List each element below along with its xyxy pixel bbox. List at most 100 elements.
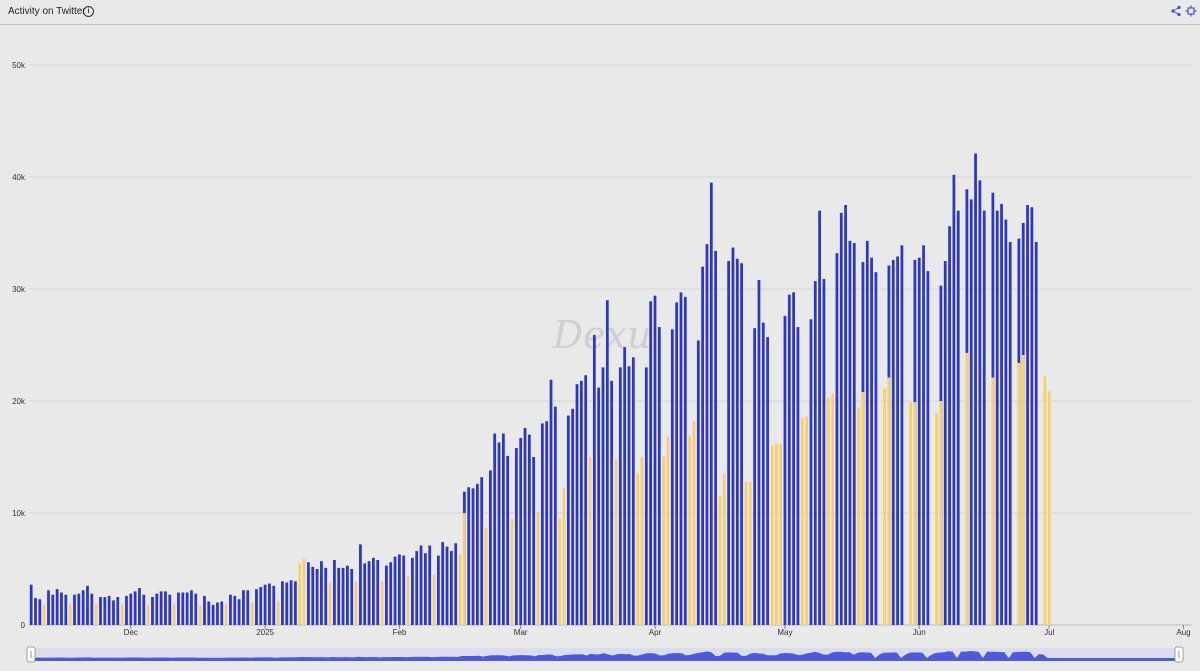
bar[interactable] [125,595,128,625]
bar[interactable] [501,433,505,625]
bar[interactable] [389,562,393,625]
bar[interactable] [536,511,540,625]
bar[interactable] [103,597,107,625]
bar[interactable] [800,417,804,625]
bar[interactable] [380,581,384,625]
bar[interactable] [562,488,566,625]
bar[interactable] [259,586,263,625]
bar[interactable] [220,601,224,625]
bar[interactable] [159,591,163,625]
bar[interactable] [462,513,466,625]
bar[interactable] [783,315,787,625]
bar[interactable] [255,589,258,625]
bar[interactable] [770,445,774,625]
bar[interactable] [42,604,46,625]
bar[interactable] [112,600,115,625]
bar[interactable] [333,560,336,625]
bar[interactable] [216,602,219,625]
bar[interactable] [181,592,185,625]
bar[interactable] [211,604,215,625]
bar[interactable] [406,575,410,625]
bar[interactable] [237,599,241,625]
bar[interactable] [133,591,137,625]
bar[interactable] [285,582,289,625]
bar[interactable] [731,247,735,625]
bar[interactable] [549,379,553,625]
bar[interactable] [155,593,159,625]
bar[interactable] [545,421,549,625]
bar[interactable] [320,561,323,625]
bar[interactable] [705,244,709,625]
bar[interactable] [922,245,925,625]
bar[interactable] [679,292,683,625]
bar[interactable] [870,257,873,625]
bar[interactable] [709,182,713,625]
bar[interactable] [861,392,865,625]
bar[interactable] [120,603,124,625]
bar[interactable] [727,261,731,625]
bar[interactable] [722,473,726,625]
bar[interactable] [874,272,878,625]
bar[interactable] [164,591,167,625]
bar[interactable] [328,582,332,625]
bar[interactable] [900,245,904,625]
bar[interactable] [298,563,302,625]
bar[interactable] [480,477,484,625]
bar[interactable] [939,401,943,625]
bar[interactable] [891,259,895,625]
bar[interactable] [718,496,722,625]
bar[interactable] [597,387,601,625]
bar[interactable] [289,580,293,625]
bar[interactable] [974,153,977,626]
bar[interactable] [454,543,458,625]
bar[interactable] [436,555,440,625]
bar[interactable] [831,393,834,625]
bar[interactable] [848,240,852,625]
bar[interactable] [146,604,150,625]
bar[interactable] [38,599,42,625]
bar[interactable] [627,366,631,625]
bar[interactable] [744,481,748,625]
bar[interactable] [657,327,661,625]
bar[interactable] [995,210,999,625]
bar[interactable] [441,542,445,625]
bar[interactable] [194,593,198,625]
bar[interactable] [99,597,102,625]
bar[interactable] [818,210,821,625]
range-navigator[interactable] [26,646,1184,663]
bar[interactable] [835,253,839,625]
bar[interactable] [540,423,544,625]
bar[interactable] [584,375,588,625]
bar[interactable] [350,569,354,625]
bar[interactable] [307,562,310,625]
bar[interactable] [753,328,757,625]
bar[interactable] [969,199,973,625]
bar[interactable] [294,581,297,625]
bar[interactable] [640,457,644,625]
bar[interactable] [566,415,570,625]
bar[interactable] [29,584,33,625]
bar[interactable] [423,553,427,625]
bar[interactable] [735,258,739,625]
bar[interactable] [372,557,375,625]
bar[interactable] [393,556,397,625]
bar[interactable] [177,592,180,625]
bar[interactable] [432,574,436,625]
bar[interactable] [952,174,956,625]
bar[interactable] [553,406,557,625]
bar[interactable] [935,413,938,625]
bar[interactable] [493,433,497,625]
bar[interactable] [558,518,562,625]
bar[interactable] [857,407,860,625]
bar[interactable] [670,329,674,625]
bar[interactable] [631,357,635,625]
bar[interactable] [1004,219,1008,625]
bar[interactable] [359,544,362,625]
bar[interactable] [636,473,640,625]
bar[interactable] [614,459,618,625]
expand-icon[interactable] [1185,5,1197,17]
bar[interactable] [475,483,479,625]
share-icon[interactable] [1170,5,1182,17]
bar[interactable] [714,250,718,626]
bar[interactable] [376,560,380,625]
